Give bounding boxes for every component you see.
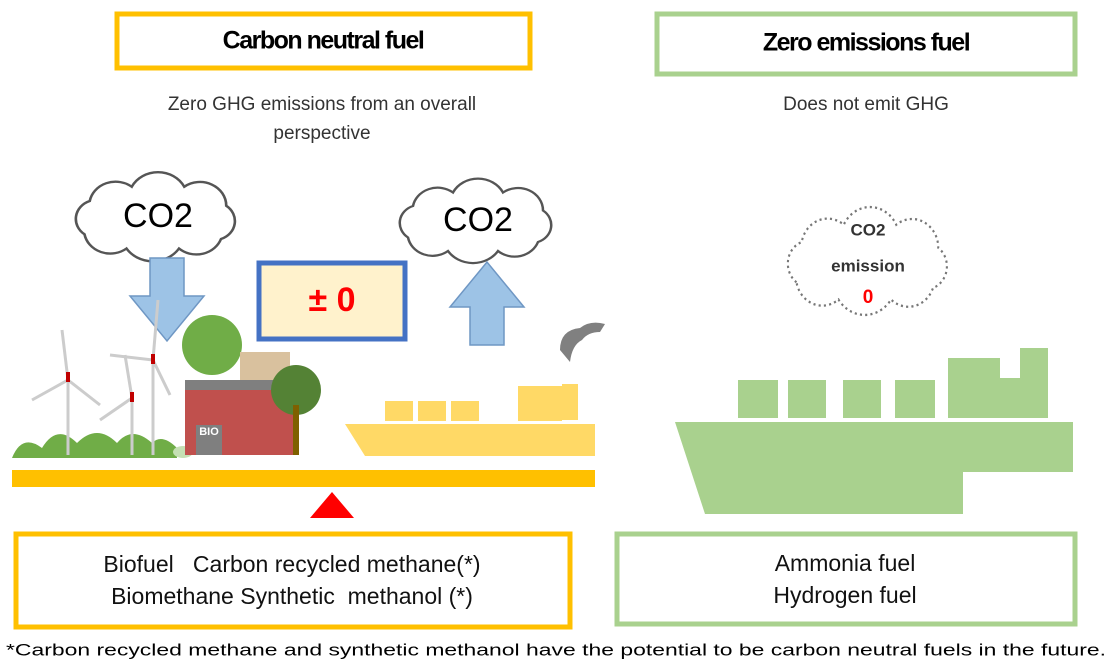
cloud-label: CO2 [851, 220, 886, 239]
arrow-down [128, 257, 206, 343]
smoke [560, 322, 605, 362]
tree [271, 365, 321, 415]
balance-box [256, 260, 408, 342]
right-title: Zero emissions fuel [763, 29, 970, 57]
yellow-ship [345, 384, 595, 456]
factory-label: BIO [199, 426, 219, 438]
factory-roof [185, 380, 295, 390]
footnote: *Carbon recycled methane and synthetic m… [6, 640, 1106, 659]
turbine-marks [66, 354, 155, 402]
fuel-item: Biomethane Synthetic methanol (*) [111, 583, 473, 609]
fuel-item: Ammonia fuel [775, 550, 916, 576]
cloud-label: emission [831, 256, 905, 275]
fulcrum [310, 492, 354, 518]
cloud-label: 0 [863, 287, 874, 308]
cloud-label: CO2 [123, 197, 193, 235]
balance-bar [12, 470, 595, 487]
left-description: perspective [273, 123, 370, 144]
cloud-label: CO2 [443, 201, 513, 239]
arrow-up [448, 260, 526, 346]
balance-label: ± 0 [308, 281, 355, 319]
right-description: Does not emit GHG [783, 94, 949, 115]
right-title-box [654, 11, 1078, 77]
green-ship [675, 348, 1073, 514]
fuel-item: Hydrogen fuel [773, 582, 916, 608]
tree-trunk [293, 405, 299, 455]
left-fuels-box [13, 531, 573, 630]
tree [182, 315, 242, 375]
bushes [12, 433, 177, 458]
left-title-box [114, 11, 533, 71]
left-description: Zero GHG emissions from an overall [168, 94, 476, 115]
right-fuels-box [614, 531, 1078, 627]
left-title: Carbon neutral fuel [223, 27, 424, 55]
wind-turbines [31, 299, 172, 455]
factory-door [196, 425, 222, 455]
fuel-item: Biofuel Carbon recycled methane(*) [103, 551, 480, 577]
